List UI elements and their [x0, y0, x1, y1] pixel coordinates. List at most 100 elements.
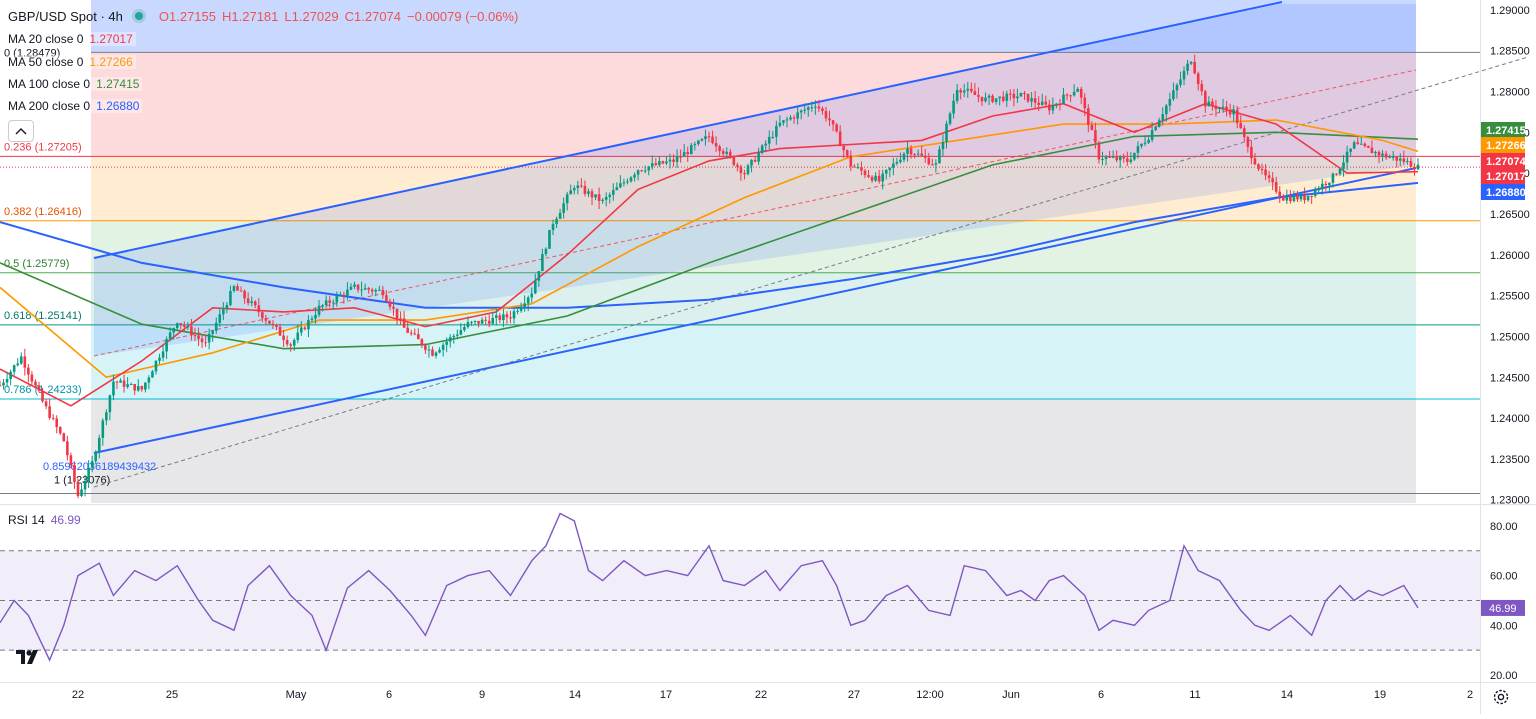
- candle-body: [565, 194, 569, 204]
- candle-body: [895, 161, 899, 164]
- candle-body: [938, 149, 941, 164]
- candle-body: [636, 170, 640, 175]
- price-badge-label: 1.27266: [1486, 140, 1526, 152]
- fib-label: 0.85962036189439432: [43, 461, 156, 473]
- candle-body: [1037, 102, 1040, 105]
- candle-body: [537, 271, 541, 281]
- collapse-legend-button[interactable]: [8, 120, 34, 142]
- candle-body: [1218, 107, 1221, 110]
- candle-body: [1172, 90, 1175, 99]
- candle-body: [480, 319, 484, 324]
- candle-body: [218, 314, 222, 323]
- candle-body: [264, 318, 268, 321]
- candle-body: [736, 164, 739, 167]
- candle-body: [307, 319, 310, 330]
- price-tick-label: 1.26500: [1490, 209, 1530, 221]
- candle-body: [512, 311, 516, 319]
- candle-body: [1381, 153, 1384, 156]
- candle-body: [324, 300, 328, 306]
- candle-body: [1079, 88, 1083, 98]
- candle-body: [175, 323, 179, 329]
- candle-body: [1239, 122, 1243, 129]
- candle-body: [1363, 143, 1367, 147]
- candle-body: [1296, 195, 1299, 200]
- time-tick-label: 27: [848, 689, 860, 701]
- candle-body: [112, 381, 115, 396]
- candle-body: [484, 319, 487, 321]
- candle-body: [165, 339, 168, 352]
- candle-body: [838, 131, 842, 147]
- candle-body: [339, 294, 342, 296]
- candle-body: [622, 182, 626, 184]
- candle-body: [590, 191, 594, 198]
- fib-label-top: 0 (1.28479): [4, 47, 60, 59]
- candle-body: [48, 406, 51, 418]
- rsi-tick-label: 60.00: [1490, 571, 1518, 583]
- ohlc-change: −0.00079 (−0.06%): [407, 8, 519, 24]
- candle-body: [246, 298, 250, 304]
- tradingview-logo[interactable]: [14, 646, 42, 668]
- candle-body: [675, 156, 679, 162]
- ma200-legend[interactable]: MA 200 close 0 1.26880: [8, 99, 143, 113]
- candle-body: [608, 194, 612, 197]
- candle-body: [1352, 142, 1356, 149]
- candle-body: [115, 381, 119, 383]
- candle-body: [1009, 93, 1012, 95]
- price-tick-label: 1.23000: [1490, 495, 1530, 507]
- candle-body: [817, 106, 821, 109]
- candle-body: [789, 117, 792, 120]
- ma50-label: MA 50 close 0: [8, 55, 84, 69]
- candle-body: [693, 144, 697, 146]
- candle-body: [980, 96, 984, 102]
- candle-body: [498, 315, 502, 321]
- candle-body: [732, 156, 736, 165]
- rsi-legend[interactable]: RSI 14 46.99: [8, 513, 81, 527]
- candle-body: [597, 194, 601, 202]
- rsi-tick-label: 80.00: [1490, 521, 1518, 533]
- candle-body: [44, 401, 48, 407]
- candle-body: [707, 136, 711, 138]
- candle-body: [845, 150, 849, 156]
- candle-body: [1267, 175, 1271, 179]
- candle-body: [399, 318, 402, 320]
- candle-body: [853, 166, 856, 168]
- ma100-legend[interactable]: MA 100 close 0 1.27415: [8, 77, 143, 91]
- candle-body: [785, 119, 789, 121]
- candle-body: [1154, 126, 1157, 131]
- candle-body: [1207, 101, 1211, 107]
- candle-body: [849, 155, 853, 167]
- candle-body: [363, 288, 367, 290]
- candle-body: [952, 100, 955, 114]
- candle-body: [1225, 106, 1228, 110]
- ma50-legend[interactable]: MA 50 close 0 1.27266: [8, 55, 136, 69]
- ma20-legend[interactable]: MA 20 close 0 1.27017: [8, 32, 136, 46]
- candle-body: [1115, 156, 1118, 161]
- symbol-title[interactable]: GBP/USD Spot · 4h: [8, 8, 123, 24]
- candle-body: [1168, 98, 1172, 106]
- candle-body: [300, 327, 303, 333]
- candle-body: [775, 125, 778, 137]
- candle-body: [1278, 191, 1282, 197]
- candle-body: [1246, 137, 1250, 147]
- candle-body: [66, 441, 69, 456]
- candle-body: [913, 154, 916, 156]
- candle-body: [0, 385, 2, 387]
- candle-body: [317, 305, 321, 315]
- candle-body: [1165, 105, 1168, 115]
- ma200-label: MA 200 close 0: [8, 99, 91, 113]
- candle-body: [874, 175, 877, 181]
- candle-body: [587, 191, 590, 194]
- candle-body: [814, 106, 817, 108]
- candle-body: [519, 306, 523, 311]
- candle-body: [1023, 92, 1026, 94]
- ma200-line: [0, 181, 1419, 309]
- rsi-label: RSI 14: [8, 513, 45, 527]
- candle-body: [487, 320, 491, 324]
- candle-body: [1122, 156, 1126, 159]
- chart-settings-button[interactable]: [1492, 688, 1510, 706]
- candle-body: [948, 113, 952, 124]
- candle-body: [133, 384, 137, 391]
- candle-body: [179, 323, 183, 325]
